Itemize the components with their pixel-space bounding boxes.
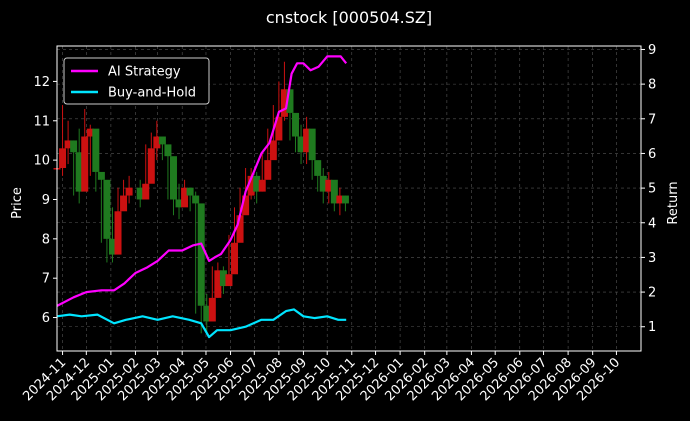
candle-body bbox=[247, 175, 255, 196]
candle-body bbox=[253, 175, 261, 192]
y2-tick-label: 9 bbox=[648, 43, 656, 58]
candle-body bbox=[314, 160, 322, 176]
candle-body bbox=[336, 195, 344, 204]
candle-body bbox=[59, 148, 67, 168]
candle-body bbox=[136, 187, 144, 200]
candle-body bbox=[181, 187, 189, 208]
candle-body bbox=[264, 160, 272, 180]
candle-body bbox=[325, 179, 333, 192]
candle-body bbox=[203, 305, 211, 322]
y-tick-label: 11 bbox=[33, 114, 50, 129]
candle-body bbox=[186, 187, 194, 196]
y2-tick-label: 4 bbox=[648, 216, 656, 231]
candle-body bbox=[230, 242, 238, 275]
y2-tick-label: 5 bbox=[648, 182, 656, 197]
plot-area: 67891011121234567892024-112024-122025-01… bbox=[20, 43, 656, 404]
candle-body bbox=[108, 238, 116, 255]
candle-body bbox=[341, 195, 349, 204]
candle-body bbox=[208, 297, 216, 322]
candle-body bbox=[292, 112, 300, 137]
y-tick-label: 9 bbox=[42, 193, 50, 208]
y2-tick-label: 8 bbox=[648, 78, 656, 93]
candle-body bbox=[125, 187, 133, 196]
y-tick-label: 6 bbox=[42, 311, 50, 326]
candle-body bbox=[142, 183, 150, 200]
candle-body bbox=[103, 179, 111, 239]
candle-body bbox=[158, 136, 166, 145]
candle-body bbox=[64, 140, 72, 149]
y2-tick-label: 7 bbox=[648, 112, 656, 127]
candle-body bbox=[120, 195, 128, 212]
candle-body bbox=[147, 148, 155, 184]
candle-body bbox=[81, 136, 89, 192]
candle-body bbox=[303, 128, 311, 153]
candle-body bbox=[275, 116, 283, 141]
legend-box bbox=[63, 57, 210, 105]
candle-body bbox=[192, 195, 200, 204]
candle-body bbox=[114, 211, 122, 255]
chart-title: cnstock [000504.SZ] bbox=[266, 8, 432, 27]
candle-body bbox=[86, 128, 94, 137]
candle-body bbox=[236, 215, 244, 243]
y2-tick-label: 6 bbox=[648, 147, 656, 162]
y2-tick-label: 3 bbox=[648, 251, 656, 266]
y-tick-label: 12 bbox=[33, 75, 50, 90]
y-tick-label: 8 bbox=[42, 232, 50, 247]
candle-body bbox=[258, 179, 266, 192]
candle-body bbox=[197, 203, 205, 306]
candle-body bbox=[330, 179, 338, 204]
candle-body bbox=[269, 140, 277, 161]
legend-label: AI Strategy bbox=[108, 65, 181, 80]
candle-body bbox=[169, 156, 177, 200]
candle-body bbox=[219, 270, 227, 287]
candle-body bbox=[92, 128, 100, 172]
y-tick-label: 10 bbox=[33, 154, 50, 169]
legend-label: Buy-and-Hold bbox=[108, 86, 196, 101]
y-tick-label: 7 bbox=[42, 272, 50, 287]
candle-body bbox=[175, 199, 183, 208]
candle-body bbox=[319, 175, 327, 192]
y2-tick-label: 1 bbox=[648, 320, 656, 335]
y-axis-label: Price bbox=[10, 187, 25, 219]
candle-body bbox=[97, 171, 105, 180]
candle-body bbox=[308, 128, 316, 161]
candle-body bbox=[297, 136, 305, 153]
y2-tick-label: 2 bbox=[648, 286, 656, 301]
plot-frame bbox=[56, 45, 642, 352]
candle-body bbox=[164, 144, 172, 157]
y2-axis-label: Return bbox=[666, 181, 681, 224]
series-line-ai-strategy bbox=[56, 55, 348, 307]
candle-body bbox=[70, 140, 78, 153]
series-line-buy-and-hold bbox=[56, 308, 347, 339]
candle-body bbox=[286, 89, 294, 113]
candle-body bbox=[225, 274, 233, 287]
candle-body bbox=[242, 195, 250, 216]
candle-body bbox=[280, 89, 288, 117]
candle-body bbox=[153, 136, 161, 149]
candle-body bbox=[75, 152, 83, 192]
candle-body bbox=[214, 270, 222, 298]
